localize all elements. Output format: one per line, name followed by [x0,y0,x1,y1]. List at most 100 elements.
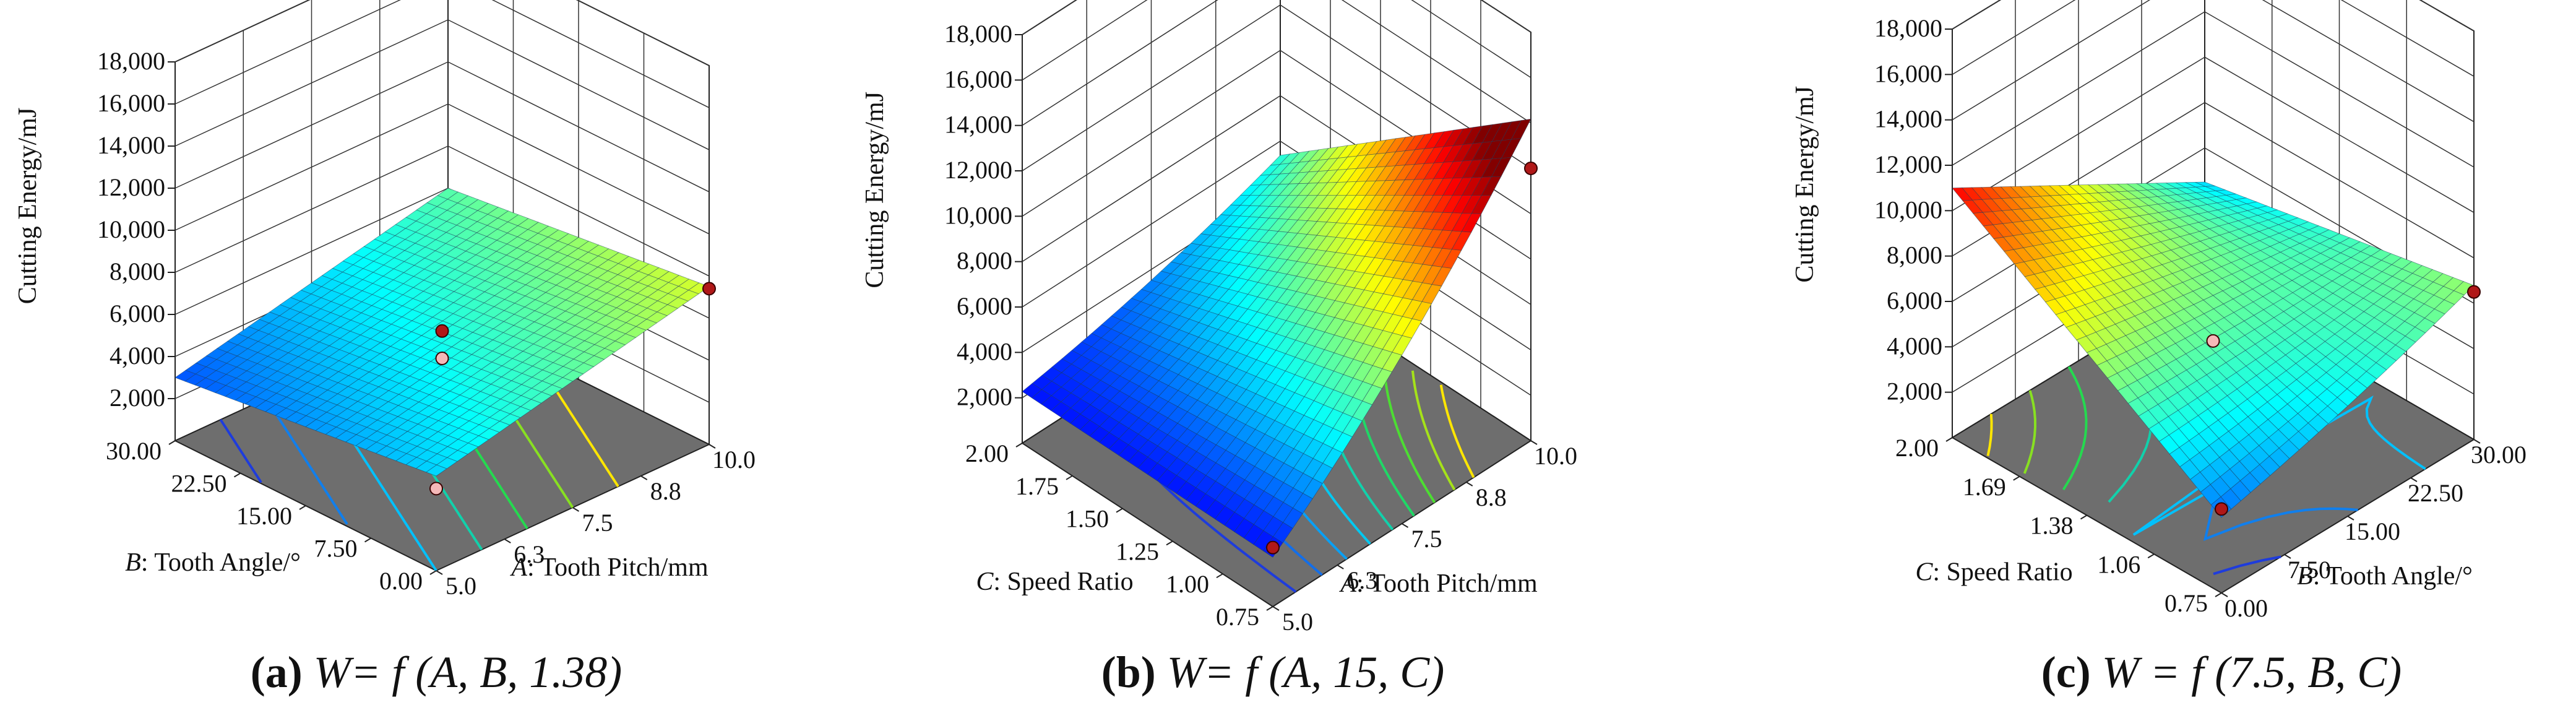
caption-formula: W= f (A, 15, C) [1167,647,1445,697]
design-point [2467,285,2481,299]
contour-line [219,418,262,483]
z-tick-label: 2,000 [1887,378,1942,405]
x-tick [1401,523,1409,528]
panel-caption: (a) W= f (A, B, 1.38) [251,647,622,697]
design-points [1266,162,1538,555]
y-tick [1066,475,1073,480]
y-tick [429,570,437,575]
caption-space [2091,647,2102,697]
caption-letter: (a) [251,647,303,697]
design-points [2206,285,2481,516]
z-tick-label: 10,000 [97,215,165,243]
x-axis-title: B: Tooth Angle/° [2297,562,2473,590]
x-tick [2410,477,2418,482]
z-tick-label: 8,000 [957,247,1012,275]
response-surface [174,188,710,477]
y-tick [1015,443,1023,448]
y-tick [2013,475,2020,481]
y-tick [2080,514,2088,520]
x-axis-title-var: A [509,553,527,582]
z-tick-label: 6,000 [957,292,1012,320]
x-tick-labels: 5.0 6.3 7.5 8.8 10.0 [436,444,756,600]
x-tick-label: 10.0 [1534,442,1577,470]
contour-line [2023,390,2037,474]
y-tick-label: 0.00 [379,567,423,595]
z-axis-label: Cutting Energy/mJ [1791,86,1819,283]
z-tick-label: 14,000 [944,111,1012,139]
x-tick-label: 7.50 [2288,556,2331,584]
y-tick [2147,553,2155,559]
x-tick-label: 15.00 [2345,517,2400,545]
x-tick [436,570,443,575]
x-axis-title: A: Tooth Pitch/mm [1338,569,1538,598]
x-axis-title-text: : Tooth Pitch/mm [1356,569,1538,598]
design-point [435,324,449,338]
y-axis-title: C: Speed Ratio [1915,558,2072,587]
y-tick-label: 1.38 [2030,512,2074,540]
design-point [2215,502,2228,516]
y-tick [299,505,306,510]
z-tick-label: 4,000 [1887,332,1942,360]
wall-gridline [1022,0,1148,80]
design-point [435,352,449,365]
y-tick-label: 1.00 [1166,570,1209,598]
wall-gridline [1411,0,1531,78]
y-axis-title-text: : Speed Ratio [993,568,1133,596]
x-axis-title-text: : Tooth Angle/° [2313,562,2473,590]
z-tick-label: 8,000 [1887,241,1942,269]
x-tick-label: 30.00 [2471,441,2526,469]
response-surface [1022,118,1531,558]
z-tick-label: 18,000 [1874,14,1942,42]
x-tick [1272,606,1280,611]
wall-gridline [1341,0,1531,124]
y-axis-title-var: C [976,568,994,596]
y-tick-labels: 0.751.001.251.501.752.00 [965,439,1273,631]
z-tick-label: 12,000 [1874,150,1942,178]
contour-line [2213,555,2281,576]
x-tick [709,444,716,449]
y-tick-label: 1.50 [1066,505,1109,533]
chart-panel-a: 18,000 16,000 14,000 12,000 10,000 8,000 6,000… [14,0,756,697]
y-tick [1166,540,1173,546]
y-tick-label: 2.00 [1895,434,1939,462]
x-tick-label: 6.3 [514,540,545,568]
x-axis-title-var: A [1338,569,1356,598]
x-axis-title-text: : Tooth Pitch/mm [527,553,709,582]
chart-panel-c: 18,000 16,000 14,000 12,000 10,000 8,000 6,000… [1791,0,2526,697]
x-tick-label: 10.0 [712,446,756,474]
caption-formula: W= f (A, B, 1.38) [314,647,622,697]
x-tick-label: 0.00 [2225,594,2268,622]
y-axis-title: C: Speed Ratio [976,568,1133,596]
y-axis-title: B: Tooth Angle/° [125,548,301,577]
x-tick [2221,592,2228,597]
y-axis-title-text: : Speed Ratio [1932,558,2072,587]
z-tick-label: 10,000 [1874,196,1942,223]
caption-letter: (b) [1101,647,1156,697]
z-tick-label: 10,000 [944,201,1012,229]
wall-gridline [2419,0,2475,32]
z-tick-label: 12,000 [944,156,1012,184]
y-tick-label: 15.00 [236,502,292,530]
contour-line [1411,370,1456,491]
z-tick-label: 12,000 [97,173,165,201]
y-tick [233,472,241,478]
wall-gridline [1952,0,2076,75]
y-axis-title-var: C [1915,558,1933,587]
z-tick-label: 16,000 [944,65,1012,93]
caption-letter: (c) [2041,647,2091,697]
y-axis-title-text: : Tooth Angle/° [141,548,301,577]
z-tick-label: 2,000 [110,384,165,412]
design-point [702,282,716,296]
panel-caption: (b) W= f (A, 15, C) [1101,647,1445,697]
caption-formula: W = f (7.5, B, C) [2102,647,2402,697]
y-tick [168,440,176,445]
y-tick [2215,592,2222,597]
caption-space [303,647,314,697]
x-tick [2284,554,2291,559]
y-tick-label: 30.00 [106,437,162,465]
contour-line [265,397,348,525]
wall-gridline [2340,0,2475,77]
y-tick [364,537,372,543]
